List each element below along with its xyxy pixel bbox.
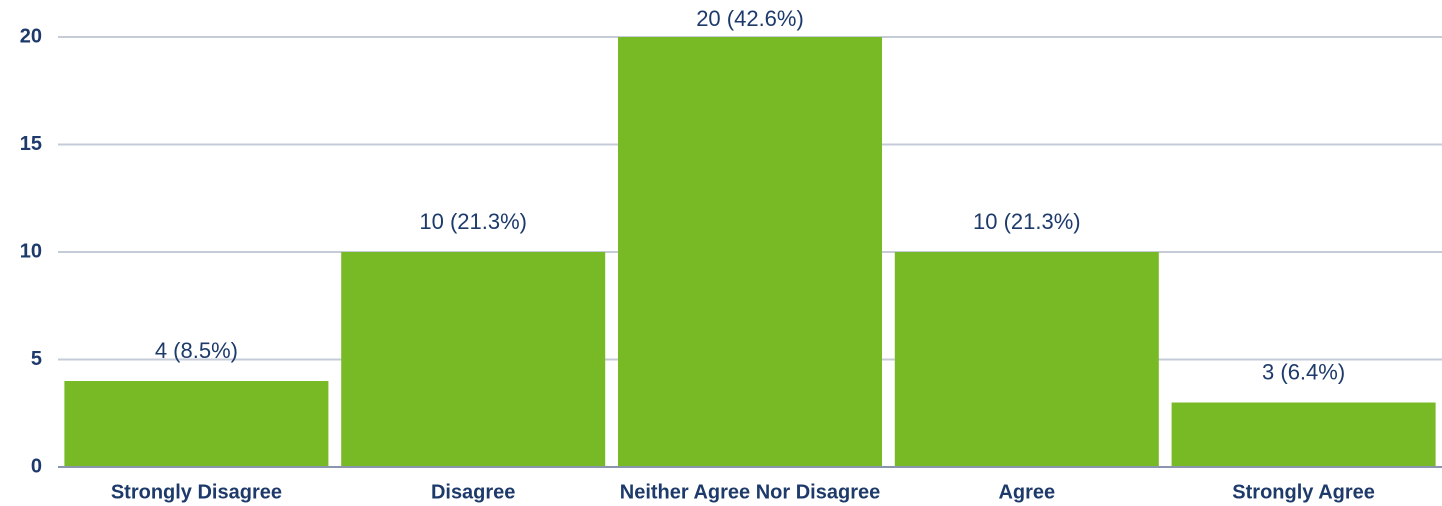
- y-tick-label: 20: [20, 25, 42, 47]
- bar: [618, 37, 882, 467]
- bar: [64, 381, 329, 467]
- value-label: 4 (8.5%): [155, 338, 238, 363]
- x-tick-label: Neither Agree Nor Disagree: [620, 481, 880, 503]
- y-tick-label: 0: [31, 455, 42, 477]
- value-label: 3 (6.4%): [1262, 359, 1345, 384]
- x-tick-label: Strongly Agree: [1232, 481, 1375, 503]
- y-tick-label: 10: [20, 240, 42, 262]
- value-label: 20 (42.6%): [696, 6, 804, 31]
- value-label: 10 (21.3%): [973, 209, 1081, 234]
- x-tick-label: Disagree: [431, 481, 516, 503]
- bar: [341, 252, 606, 467]
- y-tick-label: 15: [20, 133, 42, 155]
- bar: [1171, 402, 1436, 467]
- x-tick-label: Strongly Disagree: [111, 481, 282, 503]
- y-tick-label: 5: [31, 348, 42, 370]
- x-tick-label: Agree: [998, 481, 1055, 503]
- bar: [894, 252, 1159, 467]
- value-label: 10 (21.3%): [419, 209, 527, 234]
